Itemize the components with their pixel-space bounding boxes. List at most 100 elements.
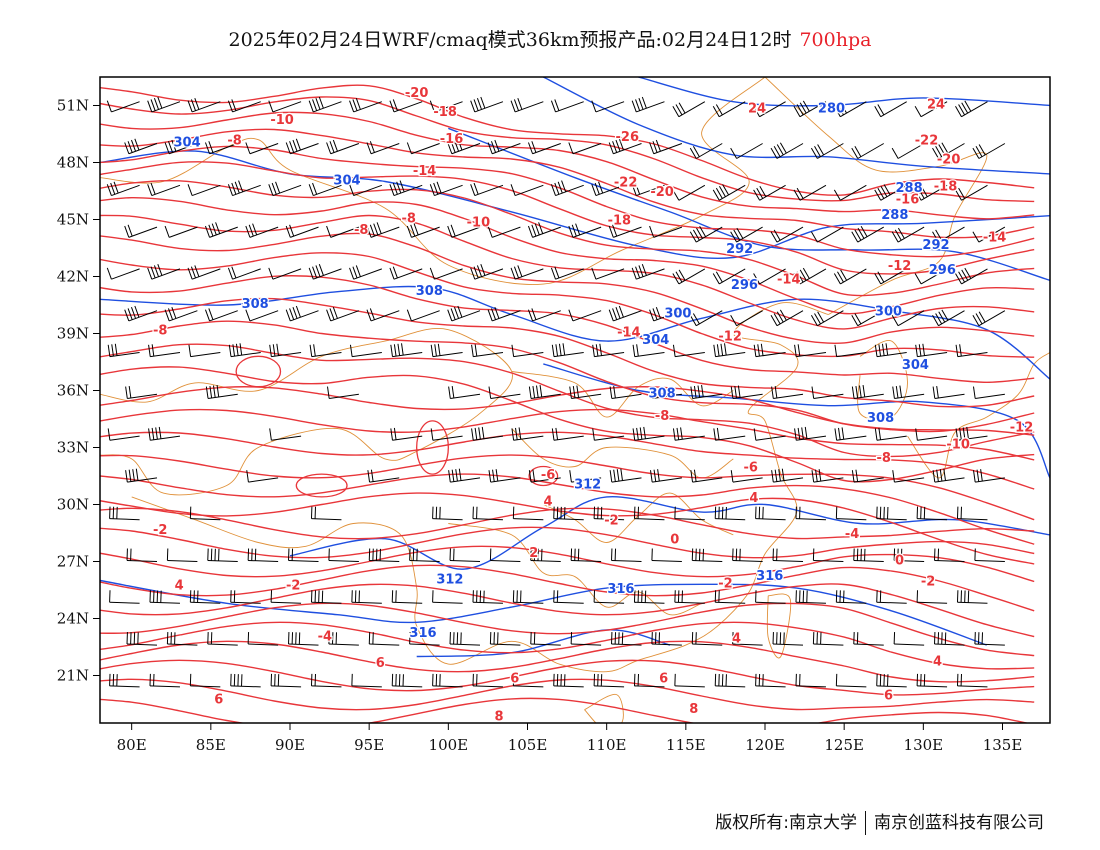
wind-barb-feather	[841, 427, 845, 440]
wind-barb-staff	[328, 559, 359, 562]
wind-barb-feather	[430, 428, 434, 441]
wind-barb-feather	[488, 386, 492, 399]
wind-barb-feather	[150, 99, 156, 111]
wind-barb-feather	[389, 100, 395, 113]
wind-barb-feather	[127, 308, 133, 320]
wind-barb-staff	[634, 601, 665, 604]
wind-barb-feather	[941, 142, 949, 154]
wind-barb-staff	[432, 518, 463, 521]
wind-barb-feather	[753, 106, 761, 117]
wind-barb-staff	[513, 601, 544, 604]
wind-barb-staff	[715, 685, 746, 688]
wind-barb-feather	[455, 469, 458, 482]
wind-barb-feather	[877, 104, 885, 116]
wind-barb-feather	[204, 225, 211, 238]
temperature-label: 0	[895, 554, 904, 569]
wind-barb-staff	[611, 559, 642, 562]
wind-barb-feather	[733, 229, 741, 241]
geopotential-height-contours	[100, 77, 1050, 658]
temperature-label: -8	[153, 324, 167, 339]
wind-barb-staff	[530, 393, 561, 399]
wind-barb-staff	[957, 352, 988, 358]
wind-barb-staff	[313, 268, 342, 280]
wind-barb-feather	[918, 344, 922, 357]
wind-barb-feather	[936, 386, 939, 399]
wind-barb-feather	[429, 100, 435, 113]
wind-barb-staff	[128, 226, 158, 238]
wind-barb-feather	[779, 309, 787, 321]
wind-barb-staff	[857, 143, 884, 159]
temperature-label: -20	[405, 86, 429, 101]
wind-barb-staff	[880, 101, 907, 118]
wind-barb-feather	[672, 273, 680, 285]
wind-barb-staff	[127, 477, 158, 483]
wind-barb-feather	[575, 223, 581, 236]
wind-barb-staff	[957, 435, 988, 441]
wind-barb-feather	[962, 427, 966, 440]
wind-barb-staff	[732, 559, 763, 562]
wind-barb-feather	[753, 189, 761, 201]
wind-barb-staff	[572, 310, 602, 322]
wind-barb-feather	[476, 98, 483, 110]
wind-barb-staff	[409, 643, 440, 646]
wind-barb-feather	[352, 266, 358, 279]
wind-barb-staff	[978, 226, 1006, 243]
wind-barb-feather	[961, 102, 969, 114]
wind-barb-staff	[594, 601, 625, 604]
wind-barb-staff	[813, 393, 844, 399]
wind-barb-feather	[854, 229, 862, 241]
wind-barb-staff	[532, 143, 561, 155]
wind-barb-feather	[487, 142, 493, 154]
wind-barb-feather	[730, 315, 738, 326]
wind-barb-staff	[272, 101, 302, 113]
wind-barb-feather	[370, 469, 374, 482]
wind-barb-feather	[429, 267, 435, 280]
wind-barb-staff	[934, 559, 965, 562]
temperature-label: -8	[655, 409, 669, 424]
wind-barb-staff	[718, 184, 746, 201]
wind-barb-feather	[450, 141, 456, 153]
wind-barb-feather	[715, 271, 723, 283]
wind-barb-feather	[107, 428, 111, 441]
wind-barb-staff	[715, 352, 746, 358]
wind-barb-feather	[448, 470, 451, 483]
wind-barb-feather	[285, 142, 291, 154]
wind-barb-staff	[167, 643, 198, 646]
wind-barb-staff	[451, 310, 481, 322]
wind-barb-staff	[938, 310, 965, 327]
wind-barb-feather	[650, 470, 653, 483]
wind-barb-feather	[958, 187, 966, 199]
wind-barb-feather	[724, 343, 727, 356]
wind-barb-feather	[153, 265, 160, 277]
wind-barb-feather	[955, 428, 959, 441]
lat-tick-label: 33N	[57, 439, 89, 457]
wind-barb-staff	[311, 685, 342, 688]
wind-barb-staff	[836, 352, 867, 358]
wind-barb-feather	[481, 426, 485, 439]
wind-barb-feather	[773, 313, 781, 325]
wind-barb-feather	[518, 427, 522, 440]
wind-barb-staff	[191, 101, 221, 113]
wind-barb-staff	[109, 435, 140, 441]
wind-barb-staff	[271, 352, 302, 358]
wind-barb-staff	[817, 310, 844, 327]
wind-barb-staff	[313, 184, 342, 197]
wind-barb-staff	[894, 393, 925, 399]
wind-barb-staff	[759, 184, 786, 201]
wind-barb-feather	[204, 142, 211, 154]
wind-barb-staff	[490, 393, 521, 399]
wind-barb-staff	[755, 601, 786, 604]
wind-barb-staff	[853, 477, 884, 483]
lon-tick-label: 105E	[508, 736, 548, 754]
wind-barb-feather	[759, 186, 767, 197]
wind-barb-staff	[450, 393, 481, 399]
wind-barb-staff	[572, 143, 602, 155]
wind-barb-staff	[330, 143, 360, 155]
wind-barb-feather	[389, 184, 395, 196]
temperature-isotherm	[100, 545, 1035, 583]
wind-barb-staff	[514, 268, 544, 280]
wind-barb-staff	[613, 310, 642, 322]
wind-barb-feather	[608, 142, 614, 154]
wind-barb-feather	[632, 428, 636, 441]
wind-barb-staff	[917, 352, 948, 358]
